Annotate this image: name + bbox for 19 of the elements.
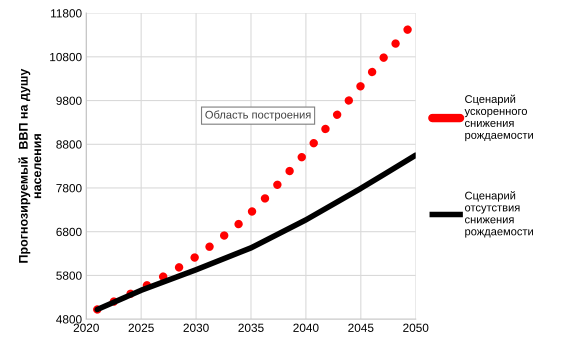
legend-label: Сценарий отсутствия снижения рождаемости: [465, 191, 533, 238]
x-tick-label: 2025: [128, 324, 154, 332]
x-tick-label: 2040: [293, 324, 319, 332]
y-tick-label: 5800: [56, 271, 82, 280]
y-tick-label: 10800: [50, 52, 82, 62]
y-tick-label: 7800: [56, 184, 82, 192]
x-tick-label: 2030: [184, 324, 209, 332]
y-tick-label: 8800: [56, 140, 82, 149]
x-tick-label: 2045: [348, 324, 374, 332]
x-tick-label: 2020: [74, 324, 99, 332]
x-tick-label: 2050: [403, 324, 428, 332]
annotation: Область построения: [205, 110, 311, 121]
legend-label: Сценарий ускоренного снижения рождаемости: [464, 94, 533, 142]
y-axis-title: Прогнозируемый ВВП на душу населения: [18, 68, 42, 263]
x-tick-label: 2035: [238, 324, 264, 332]
y-tick-label: 6800: [56, 228, 82, 236]
y-tick-label: 9800: [56, 96, 82, 105]
y-tick-label: 4800: [56, 315, 82, 324]
y-tick-label: 11800: [51, 9, 82, 18]
